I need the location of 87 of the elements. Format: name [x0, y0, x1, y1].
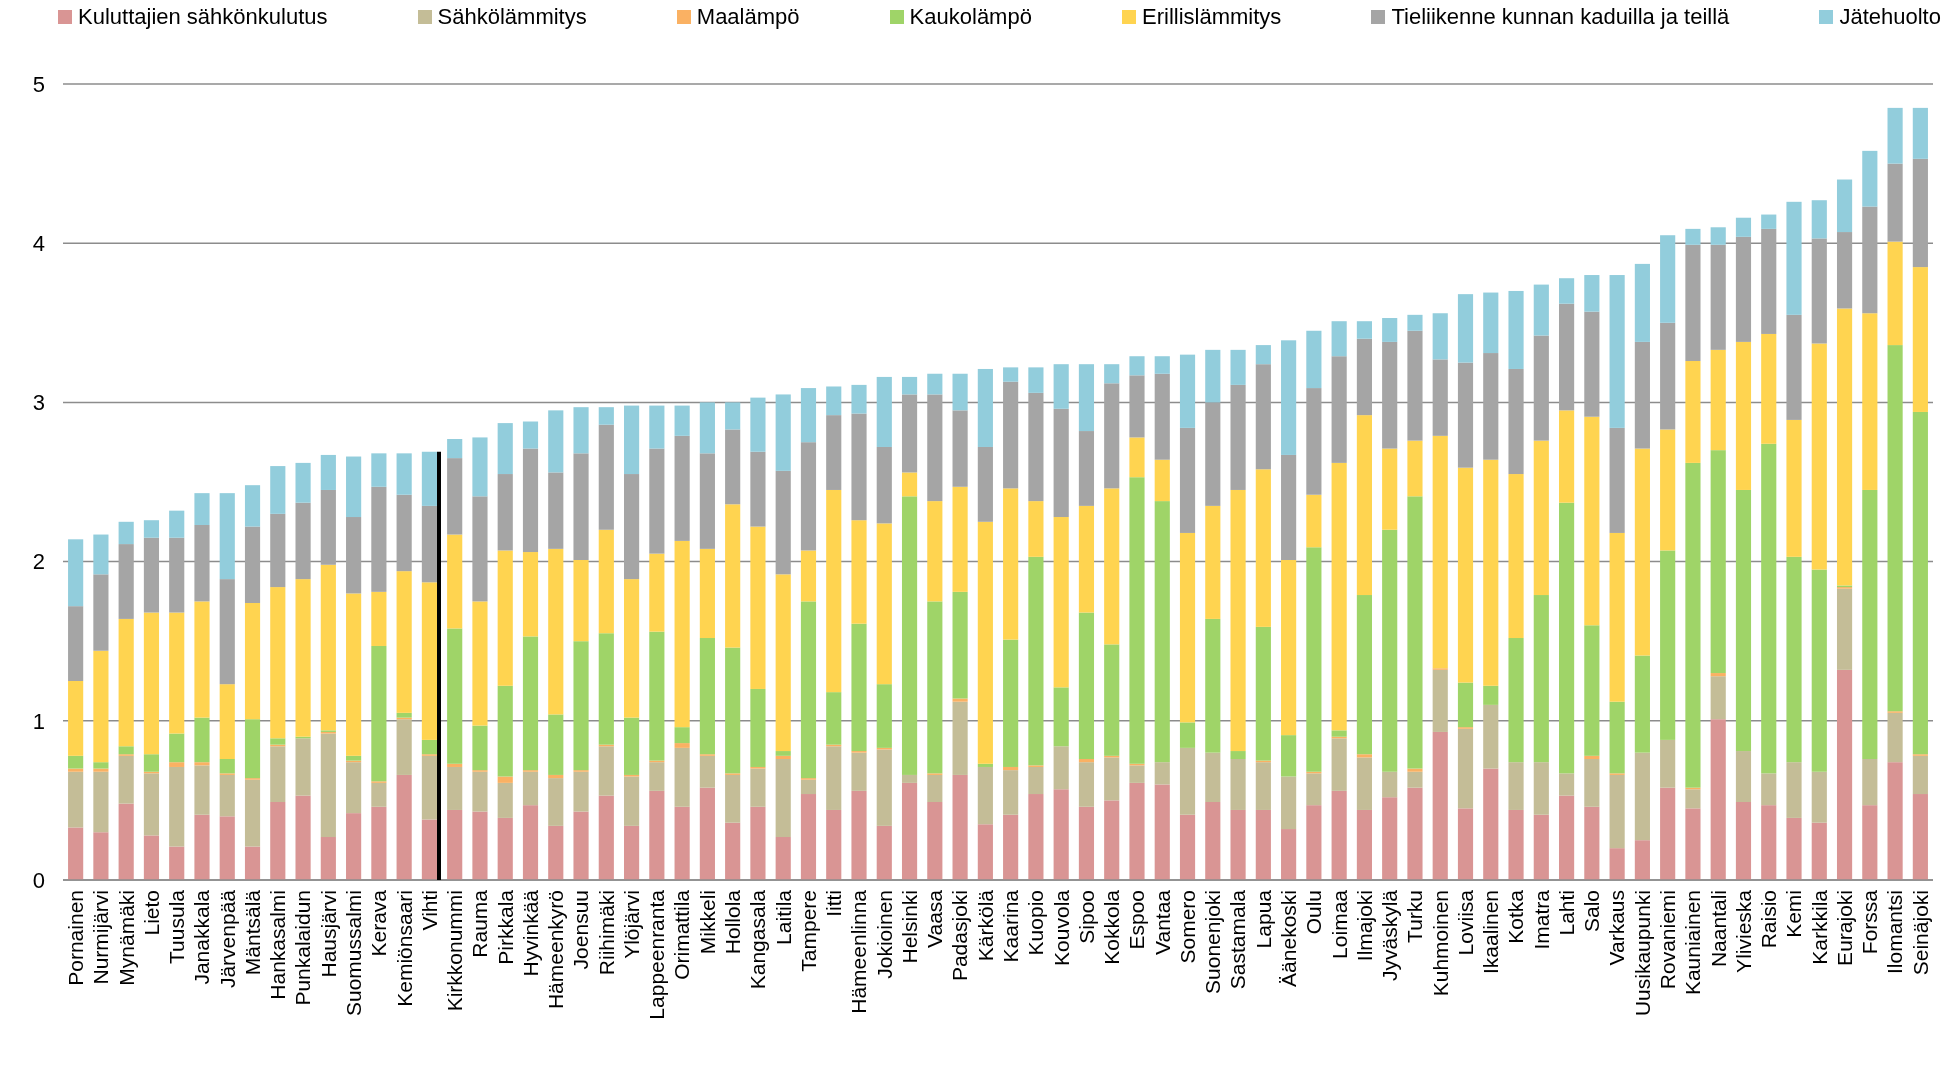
x-tick-label: Lahti — [1554, 890, 1578, 936]
legend-label: Sähkölämmitys — [437, 4, 587, 30]
x-tick-label: Ilomantsi — [1883, 890, 1907, 975]
x-tick-label: Janakkala — [190, 889, 214, 985]
x-tick-label: Kuhmoinen — [1428, 890, 1452, 997]
x-tick-label: Mikkeli — [695, 890, 719, 955]
x-tick-label: Lapua — [1251, 889, 1275, 949]
x-tick-label: Vaasa — [923, 889, 947, 948]
x-tick-label: Kuopio — [1024, 890, 1048, 956]
y-tick-label: 2 — [32, 549, 45, 575]
x-tick-label: Ylivieska — [1731, 889, 1755, 973]
x-tick-label: Loviisa — [1453, 889, 1477, 956]
x-tick-label: Ylöjärvi — [619, 890, 643, 959]
x-tick-label: Lieto — [139, 890, 163, 936]
x-tick-label: Turku — [1403, 890, 1427, 943]
x-tick-label: Karkkila — [1807, 889, 1831, 965]
x-tick-label: Iitti — [822, 890, 846, 917]
x-tick-label: Hämeenlinna — [847, 889, 871, 1014]
legend-label: Kuluttajien sähkönkulutus — [78, 4, 328, 30]
x-tick-label: Suonenjoki — [1201, 890, 1225, 994]
x-tick-label: Mäntsälä — [240, 889, 264, 976]
legend-label: Erillislämmitys — [1142, 4, 1282, 30]
x-tick-label: Rovaniemi — [1656, 890, 1680, 990]
x-tick-label: Varkaus — [1605, 890, 1629, 966]
x-tick-label: Hämeenkyrö — [544, 890, 568, 1010]
y-tick-label: 3 — [32, 390, 45, 416]
x-tick-label: Helsinki — [897, 890, 921, 964]
x-tick-label: Pornainen — [63, 890, 87, 986]
y-tick-label: 1 — [32, 708, 45, 734]
x-tick-label: Kouvola — [1049, 889, 1073, 966]
x-tick-label: Joensuu — [569, 890, 593, 970]
x-tick-label: Loimaa — [1327, 889, 1351, 959]
x-tick-label: Suomussalmi — [341, 890, 365, 1017]
x-tick-label: Nurmijärvi — [89, 890, 113, 985]
x-tick-label: Uusikaupunki — [1630, 890, 1654, 1017]
x-tick-label: Mynämäki — [114, 890, 138, 986]
legend-label: Tieliikenne kunnan kaduilla ja teillä — [1391, 4, 1730, 30]
y-tick-label: 5 — [32, 71, 45, 97]
x-tick-label: Kerava — [367, 889, 391, 957]
x-tick-label: Padasjoki — [948, 890, 972, 982]
x-tick-label: Espoo — [1125, 890, 1149, 950]
x-tick-label: Tampere — [796, 890, 820, 972]
x-tick-label: Kärkölä — [973, 889, 997, 962]
x-tick-label: Naantali — [1706, 890, 1730, 968]
x-tick-label: Laitila — [771, 889, 795, 945]
x-tick-label: Rauma — [468, 889, 492, 958]
x-tick-label: Kaarina — [998, 889, 1022, 963]
x-tick-label: Kirkkonummi — [443, 890, 467, 1012]
x-tick-label: Sipoo — [1074, 890, 1098, 944]
x-tick-label: Kemi — [1782, 890, 1806, 938]
x-tick-label: Kotka — [1504, 889, 1528, 944]
y-tick-label: 0 — [32, 867, 45, 893]
x-tick-label: Ilmajoki — [1352, 890, 1376, 962]
x-tick-label: Vantaa — [1150, 889, 1174, 955]
x-tick-label: Punkalaidun — [291, 890, 315, 1006]
x-tick-label: Kangasala — [746, 889, 770, 990]
x-tick-label: Lappeenranta — [645, 889, 669, 1020]
x-tick-label: Kokkola — [1100, 889, 1124, 965]
x-tick-label: Tuusula — [165, 889, 189, 964]
x-tick-label: Jokioinen — [872, 890, 896, 979]
x-tick-label: Hankasalmi — [266, 890, 290, 1000]
x-tick-label: Jyväskylä — [1378, 889, 1402, 982]
x-tick-label: Orimattila — [670, 889, 694, 980]
x-tick-label: Hausjärvi — [316, 890, 340, 978]
legend-label: Jätehuolto — [1839, 4, 1941, 30]
x-tick-label: Ikaalinen — [1479, 890, 1503, 975]
x-tick-label: Pirkkala — [493, 889, 517, 965]
x-tick-label: Oulu — [1302, 890, 1326, 935]
x-tick-label: Salo — [1580, 890, 1604, 933]
x-tick-label: Imatra — [1529, 889, 1553, 950]
x-tick-label: Hollola — [721, 889, 745, 955]
x-tick-label: Raisio — [1757, 890, 1781, 949]
legend-label: Kaukolämpö — [909, 4, 1032, 30]
x-tick-label: Äänekoski — [1276, 890, 1300, 987]
legend-label: Maalämpö — [696, 4, 800, 30]
x-tick-label: Kemiönsaari — [392, 890, 416, 1007]
x-tick-label: Sastamala — [1226, 889, 1250, 990]
x-tick-label: Forssa — [1858, 889, 1882, 955]
x-tick-label: Vihti — [417, 890, 441, 931]
x-tick-label: Kauniainen — [1681, 890, 1705, 996]
x-tick-label: Järvenpää — [215, 889, 239, 989]
x-tick-label: Seinäjoki — [1908, 890, 1932, 976]
y-tick-label: 4 — [32, 230, 45, 256]
x-tick-label: Eurajoki — [1832, 890, 1856, 966]
x-tick-label: Somero — [1175, 890, 1199, 964]
x-tick-label: Riihimäki — [594, 890, 618, 976]
x-tick-label: Hyvinkää — [518, 889, 542, 977]
